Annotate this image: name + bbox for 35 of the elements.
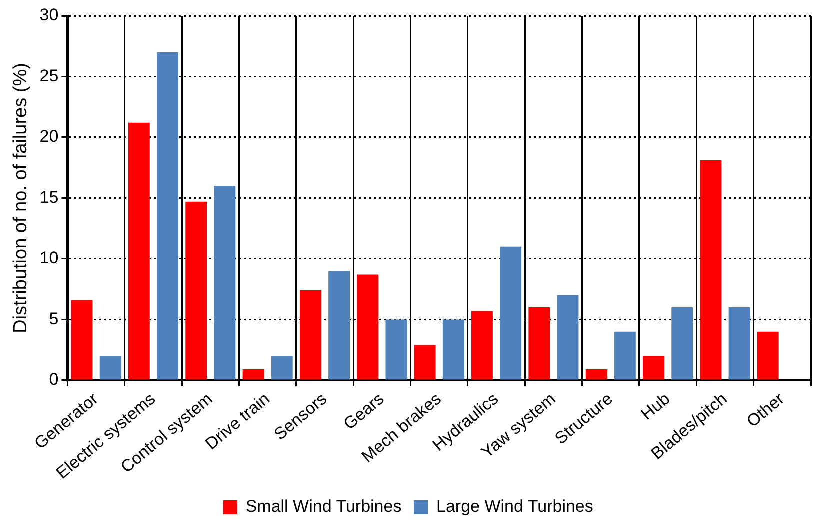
y-tick-label: 25 [40,66,59,86]
y-axis-title: Distribution of no. of failures (%) [10,63,32,334]
bar [128,122,150,380]
bar [586,370,608,380]
bar [300,290,322,380]
bar [214,186,236,380]
bar [700,160,722,380]
y-tick-label: 10 [40,248,59,268]
bar [242,370,264,380]
bar [643,356,664,380]
bar [386,320,408,380]
bar [442,320,464,380]
bar [328,271,350,380]
bar [71,300,93,380]
bar [414,345,436,380]
bar [100,356,122,380]
bar [186,202,208,380]
bar [672,308,694,380]
bar [557,295,579,380]
y-tick-label: 5 [49,309,59,328]
bar [528,308,550,380]
legend-label: Large Wind Turbines [436,497,594,516]
bar [757,332,779,380]
bar [614,332,636,380]
bar [728,308,750,380]
y-tick-label: 15 [40,188,59,207]
bar [271,356,293,380]
y-tick-label: 0 [49,370,59,390]
bar [472,311,493,380]
bar [500,246,522,380]
y-tick-label: 30 [40,6,59,25]
y-tick-label: 20 [40,127,59,146]
legend-label: Small Wind Turbines [246,497,402,516]
bar [157,52,178,380]
bar [357,274,379,380]
